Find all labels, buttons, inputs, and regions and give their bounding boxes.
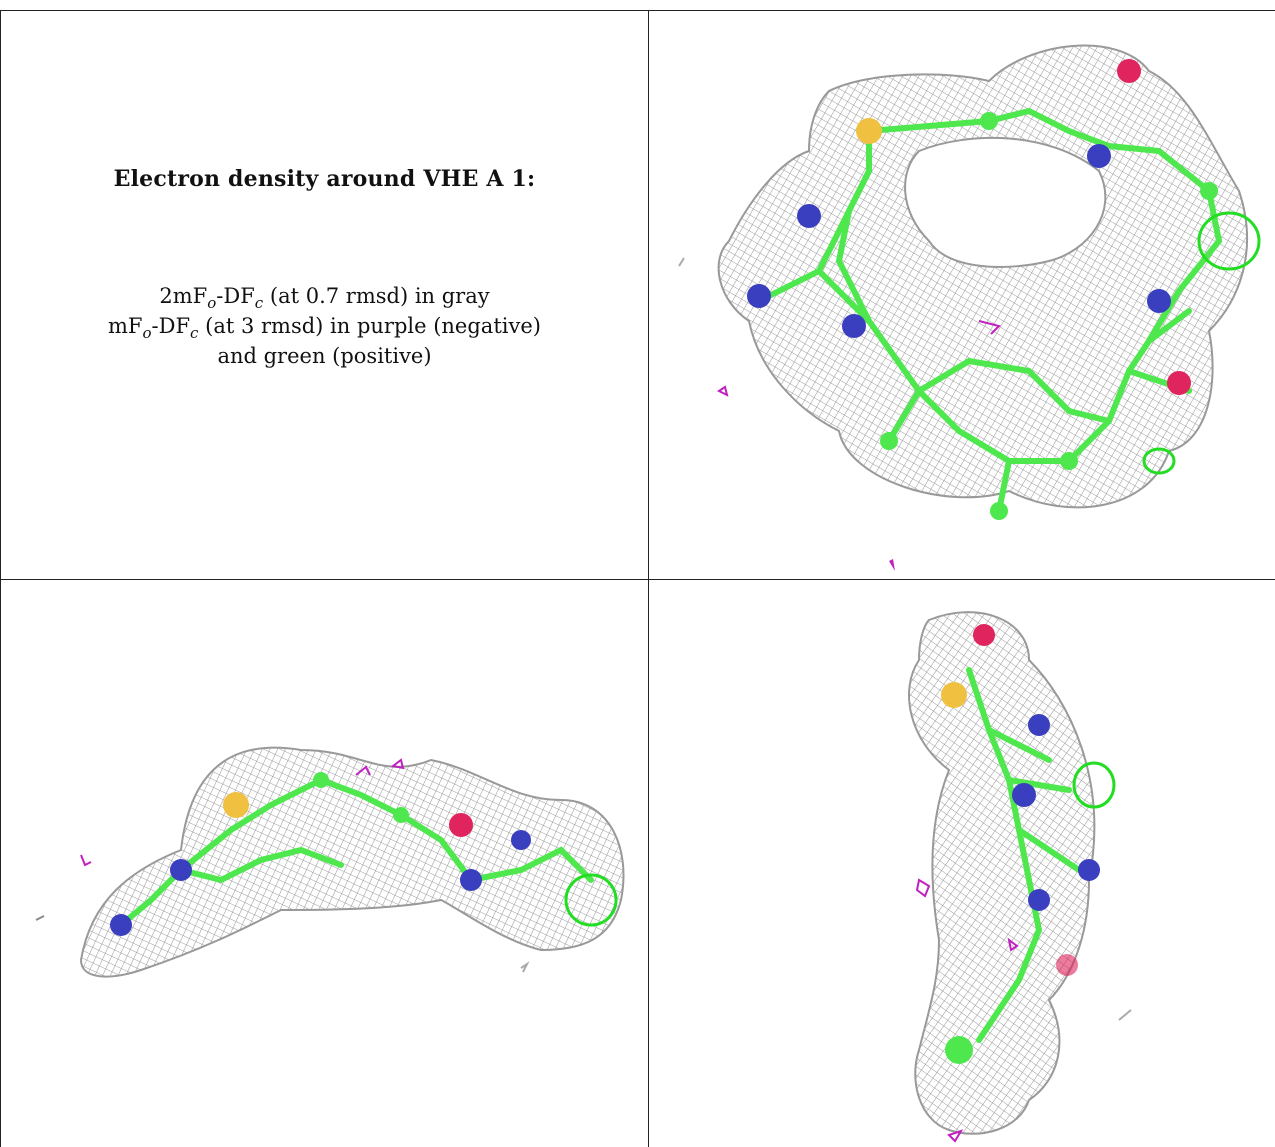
mesh-surface bbox=[79, 746, 625, 978]
legend-line-2mfo: 2mFo-DFc (at 0.7 rmsd) in gray bbox=[1, 281, 648, 311]
legend-sub: c bbox=[254, 294, 264, 313]
atom-spheres bbox=[110, 772, 531, 936]
legend-text: (at 3 rmsd) in purple (negative) bbox=[198, 314, 541, 338]
legend-sub: o bbox=[142, 324, 152, 343]
mesh-surface bbox=[908, 611, 1096, 1135]
legend-sub: o bbox=[207, 294, 217, 313]
border-left bbox=[0, 10, 1, 1147]
border-middle bbox=[648, 10, 649, 1147]
legend-text: -DF bbox=[216, 284, 255, 308]
density-view-top bbox=[649, 11, 1275, 579]
legend-line-positive: and green (positive) bbox=[217, 344, 432, 368]
atom-spheres bbox=[941, 624, 1100, 1064]
legend-line-mfo: mFo-DFc (at 3 rmsd) in purple (negative) bbox=[1, 311, 648, 341]
caption-cell: Electron density around VHE A 1: 2mFo-DF… bbox=[1, 11, 648, 579]
density-view-side bbox=[1, 580, 648, 1147]
legend-sub: c bbox=[190, 324, 199, 343]
density-image-end bbox=[908, 611, 1132, 1143]
mesh-surface bbox=[717, 44, 1248, 509]
legend-text: 2mF bbox=[159, 284, 208, 308]
figure-legend: 2mFo-DFc (at 0.7 rmsd) in gray mFo-DFc (… bbox=[1, 281, 648, 371]
figure-title: Electron density around VHE A 1: bbox=[113, 166, 536, 192]
bond-sticks bbox=[966, 667, 1082, 1043]
density-image-side bbox=[35, 746, 625, 978]
legend-text: (at 0.7 rmsd) in gray bbox=[263, 284, 490, 308]
difference-density bbox=[678, 211, 1261, 571]
legend-text: -DF bbox=[151, 314, 191, 338]
difference-density bbox=[35, 758, 618, 973]
atom-spheres bbox=[747, 59, 1218, 520]
density-image-top bbox=[678, 44, 1261, 571]
difference-density bbox=[915, 761, 1132, 1143]
border-row bbox=[0, 579, 1275, 580]
border-top bbox=[0, 10, 1275, 11]
legend-text: mF bbox=[108, 314, 143, 338]
density-view-end bbox=[649, 580, 1275, 1147]
